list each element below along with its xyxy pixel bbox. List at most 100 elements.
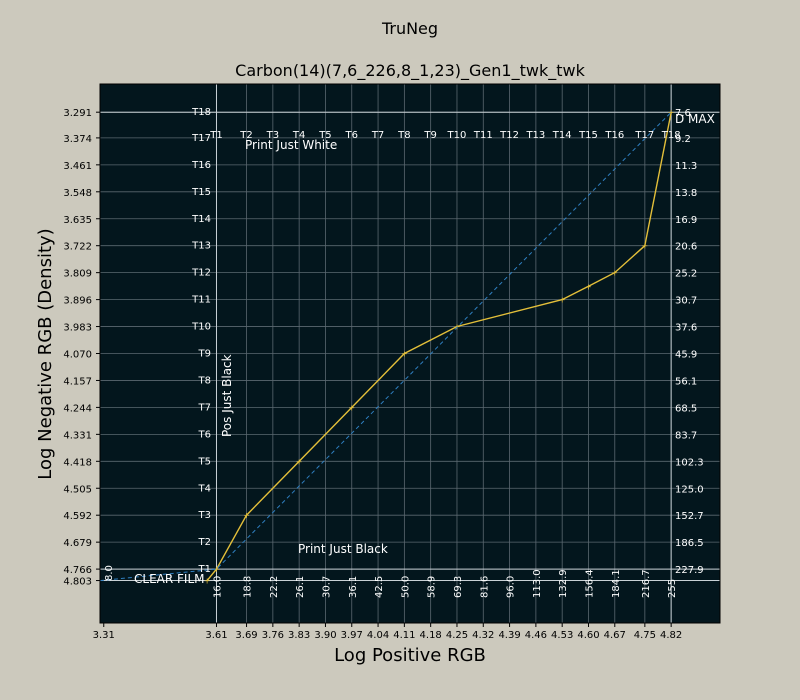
left-step-label: T2	[198, 537, 211, 548]
top-step-label: T8	[397, 130, 410, 141]
right-value-label: 68.5	[675, 403, 697, 414]
y-tick-label: 3.548	[63, 188, 92, 199]
left-step-label: T8	[198, 375, 211, 386]
left-step-label: T4	[198, 483, 211, 494]
right-value-label: 7.6	[675, 108, 691, 119]
series-marker: +	[204, 577, 211, 586]
bottom-value-label: 96.0	[506, 576, 517, 598]
top-step-label: T6	[345, 130, 358, 141]
x-tick-label: 3.76	[262, 630, 284, 641]
y-tick-label: 3.896	[63, 296, 92, 307]
bottom-value-label: 255	[667, 579, 678, 598]
series-line-2	[99, 111, 672, 582]
right-value-label: 227.9	[675, 565, 704, 576]
y-tick-label: 3.291	[63, 108, 92, 119]
x-tick-label: 4.32	[472, 630, 494, 641]
left-step-label: T10	[191, 322, 211, 333]
left-step-label: T12	[191, 268, 211, 279]
right-value-label: 102.3	[675, 457, 704, 468]
left-step-label: T5	[198, 456, 211, 467]
left-step-label: T16	[191, 160, 211, 171]
d-max-label: D MAX	[675, 112, 715, 126]
top-step-label: T7	[371, 130, 384, 141]
left-step-label: T9	[198, 349, 211, 360]
x-tick-label: 4.67	[604, 630, 626, 641]
right-value-label: 13.8	[675, 188, 697, 199]
y-tick-label: 4.157	[63, 376, 92, 387]
x-axis-label: Log Positive RGB	[334, 645, 486, 666]
bottom-value-label: 58.9	[427, 576, 438, 598]
print-just-white-label: Print Just White	[245, 138, 337, 152]
series-marker: +	[585, 282, 592, 291]
top-step-label: T10	[447, 130, 467, 141]
chart-suptitle: TruNeg	[381, 19, 438, 38]
y-tick-label: 3.722	[63, 242, 92, 253]
right-value-label: 186.5	[675, 538, 704, 549]
x-tick-label: 4.60	[577, 630, 599, 641]
left-step-label: T11	[191, 295, 211, 306]
top-step-label: T14	[552, 130, 572, 141]
right-value-label: 125.0	[675, 484, 704, 495]
right-value-label: 25.2	[675, 269, 697, 280]
y-tick-label: 4.803	[63, 577, 92, 588]
plot-labels: T1 T2 T3 T4 T5 T6 T7 T8 T9 T10 T11 T12 T13 T14 T15 T16 T…	[104, 107, 704, 598]
x-tick-label: 4.53	[551, 630, 573, 641]
bottom-value-label: 16.0	[212, 576, 223, 598]
y-tick-label: 3.809	[63, 269, 92, 280]
series-marker: +	[668, 108, 675, 117]
right-value-label: 45.9	[675, 350, 697, 361]
bottom-value-label: 30.7	[321, 576, 332, 598]
bottom-value-label: 8.0	[104, 565, 115, 581]
x-tick-label: 4.11	[393, 630, 415, 641]
bottom-value-label: 18.8	[243, 576, 254, 598]
top-step-label: T15	[578, 130, 598, 141]
top-step-label: T16	[604, 130, 624, 141]
chart-title: Carbon(14)(7,6_226,8_1,23)_Gen1_twk_twk	[235, 61, 585, 81]
series-layer: ++++++++++++	[99, 108, 675, 586]
right-value-label: 83.7	[675, 430, 697, 441]
x-tick-label: 3.69	[235, 630, 257, 641]
left-step-label: T14	[191, 214, 211, 225]
y-tick-label: 3.374	[63, 134, 92, 145]
series-marker: +	[611, 269, 618, 278]
top-step-label: T12	[499, 130, 519, 141]
series-marker: +	[348, 403, 355, 412]
y-tick-label: 4.766	[63, 565, 92, 576]
bottom-value-label: 42.5	[374, 576, 385, 598]
top-step-label: T4	[292, 130, 305, 141]
clear-film-label: CLEAR FILM	[134, 572, 205, 586]
y-tick-label: 3.461	[63, 161, 92, 172]
y-axis-label: Log Negative RGB (Density)	[35, 228, 56, 479]
reference-lines	[100, 84, 720, 623]
y-tick-label: 4.244	[63, 403, 92, 414]
series-marker: +	[401, 350, 408, 359]
series-marker: +	[296, 457, 303, 466]
bottom-value-label: 22.2	[269, 576, 280, 598]
left-step-label: T17	[191, 133, 211, 144]
y-tick-label: 4.070	[63, 350, 92, 361]
top-step-label: T18	[661, 130, 681, 141]
right-value-label: 20.6	[675, 242, 697, 253]
x-tick-label: 4.18	[420, 630, 442, 641]
left-step-label: T7	[198, 402, 211, 413]
top-step-label: T3	[266, 130, 279, 141]
left-step-label: T1	[198, 564, 211, 575]
top-step-label: T11	[473, 130, 493, 141]
bottom-value-label: 156.4	[584, 569, 595, 598]
pos-just-black-label: Pos Just Black	[220, 354, 234, 437]
x-tick-label: 4.25	[446, 630, 468, 641]
bottom-value-label: 113.0	[532, 569, 543, 598]
y-tick-label: 4.418	[63, 457, 92, 468]
right-value-label: 16.9	[675, 215, 697, 226]
x-tick-label: 3.31	[93, 630, 115, 641]
top-step-label: T17	[634, 130, 654, 141]
bottom-value-label: 26.1	[295, 576, 306, 598]
bottom-value-label: 50.0	[400, 576, 411, 598]
bottom-value-label: 81.6	[479, 576, 490, 598]
bottom-value-label: 132.9	[558, 569, 569, 598]
series-marker: +	[559, 296, 566, 305]
top-step-label: T1	[209, 130, 222, 141]
top-step-label: T2	[239, 130, 252, 141]
right-value-label: 9.2	[675, 134, 691, 145]
right-value-label: 152.7	[675, 511, 704, 522]
